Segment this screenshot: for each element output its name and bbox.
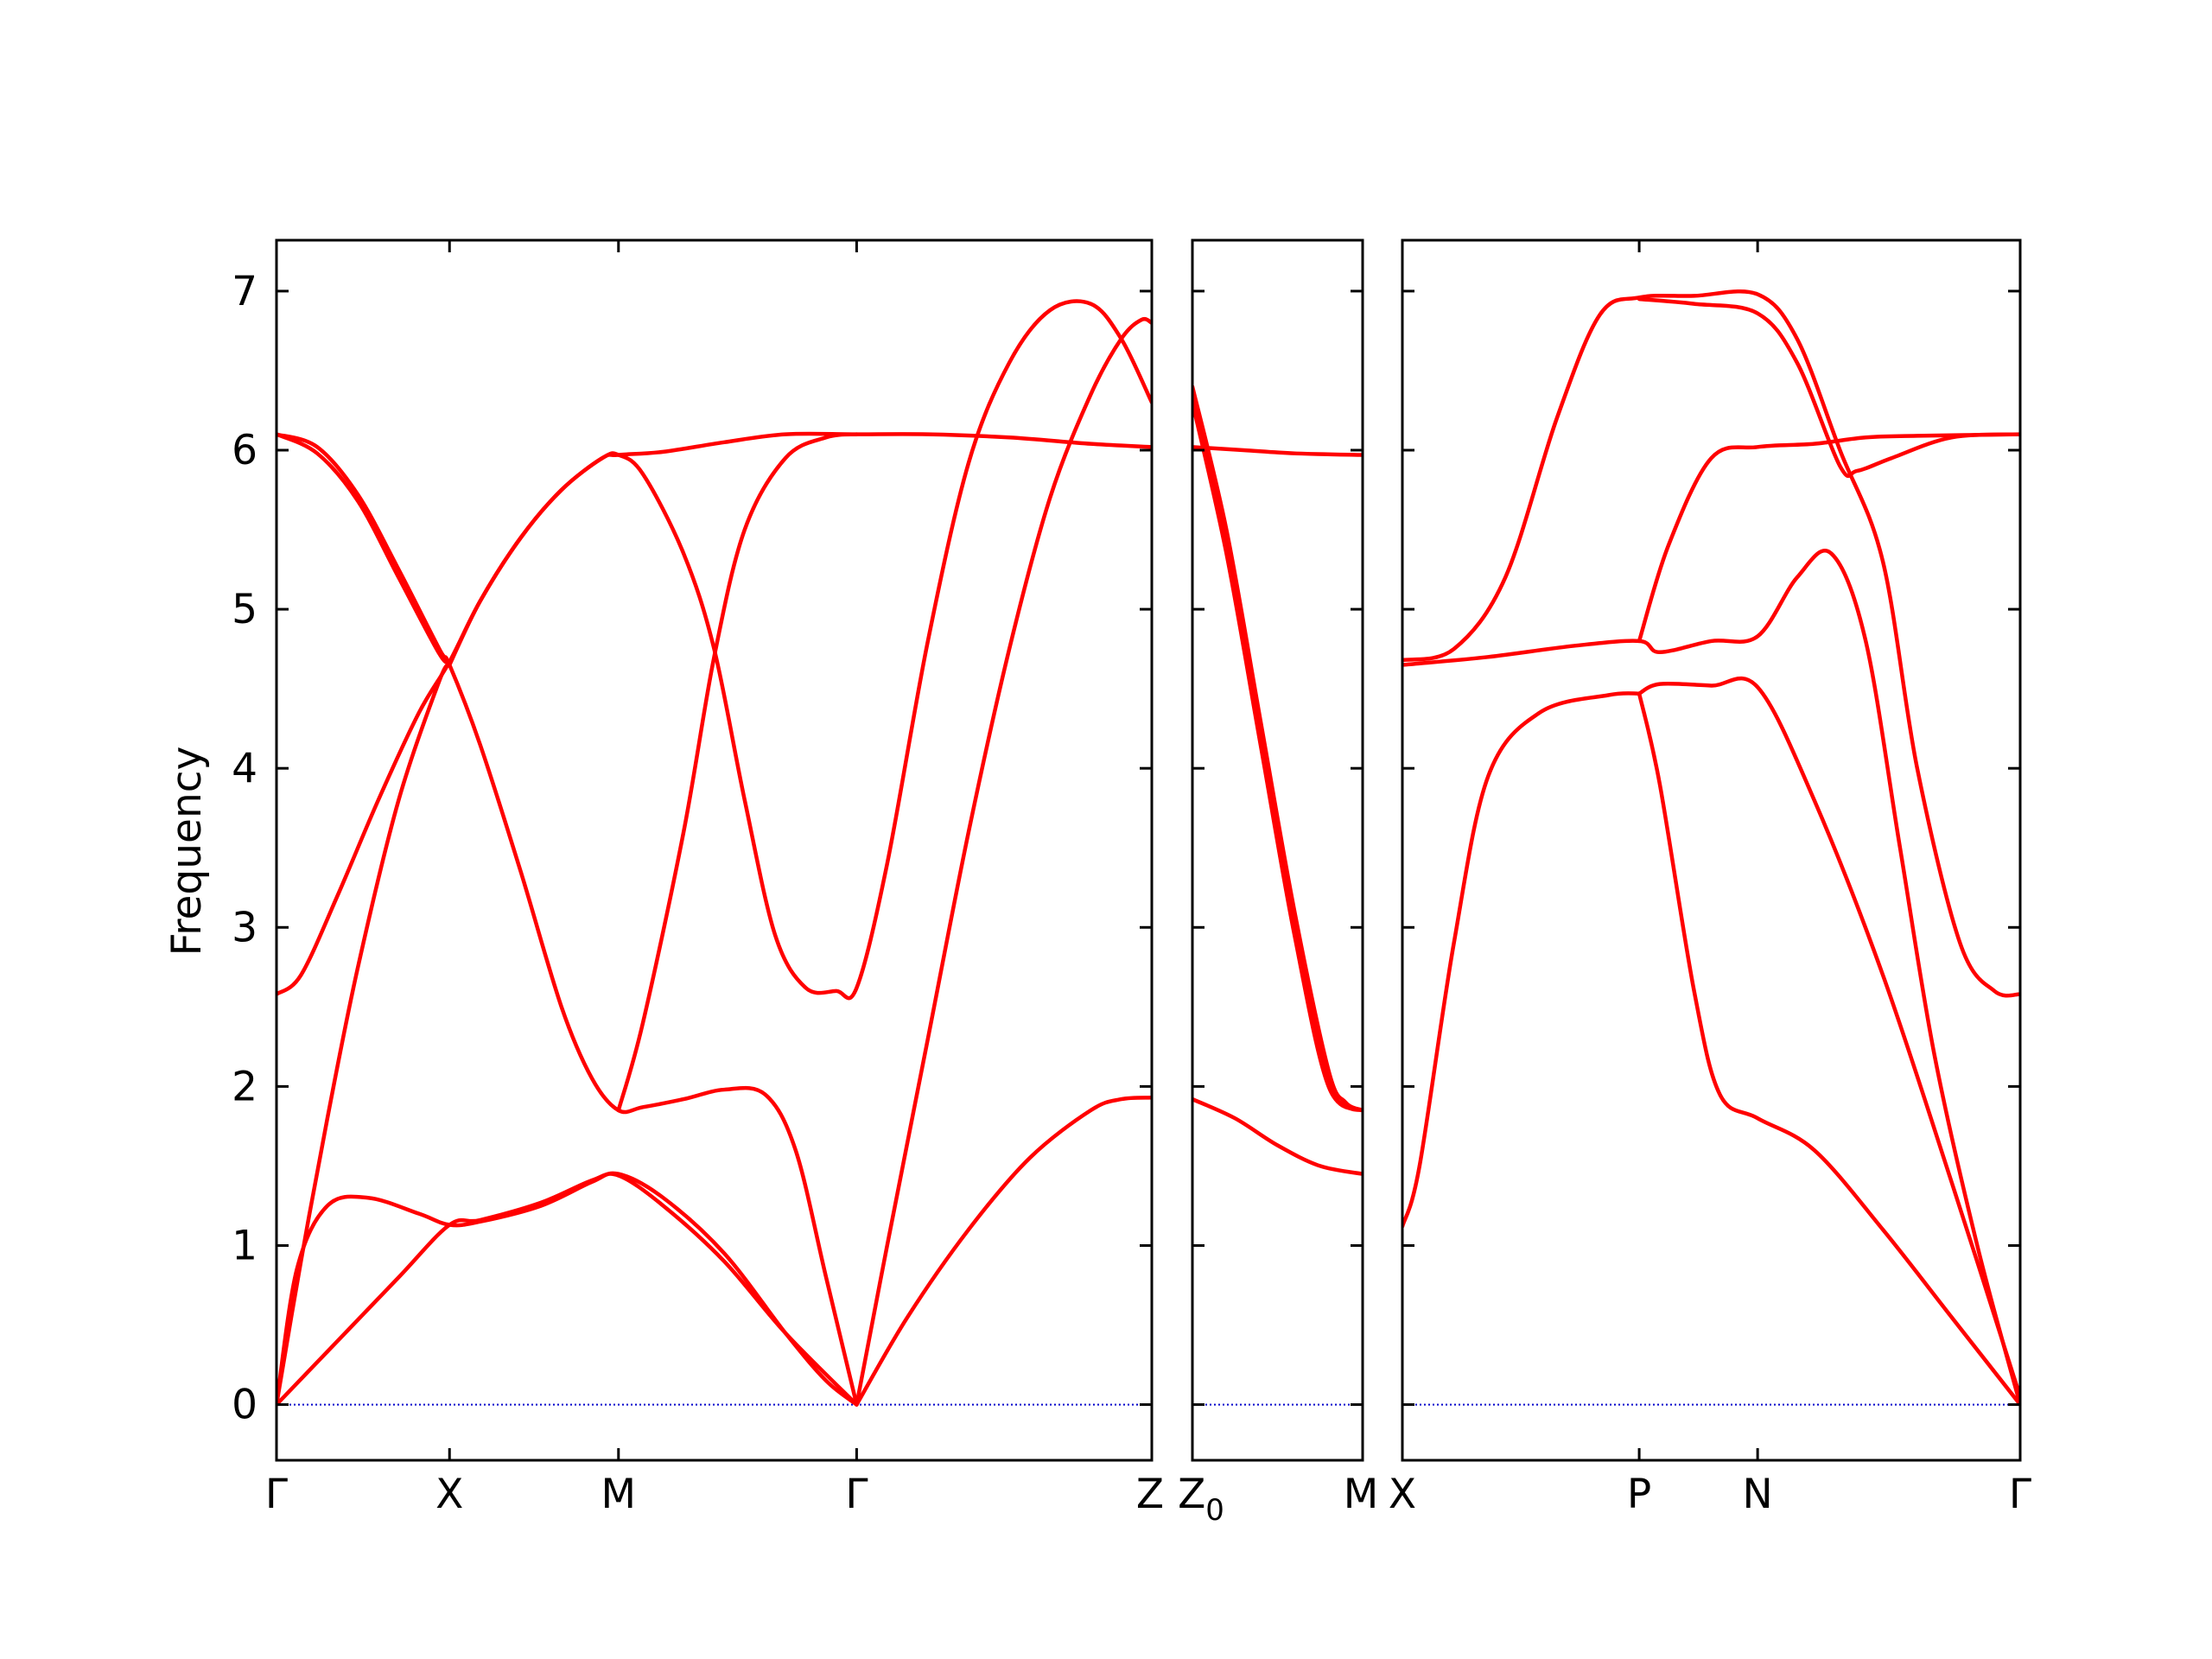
band-line-5 (1402, 691, 1642, 1229)
band-line-7 (1637, 691, 2020, 1407)
band-line-5 (1192, 1096, 1363, 1176)
band-line-4 (1402, 549, 2020, 1407)
band-group (1192, 385, 1363, 1176)
x-tick-label: Z (1136, 1471, 1164, 1518)
x-tick-label: X (1389, 1471, 1416, 1518)
band-group (1402, 289, 2020, 1407)
y-tick-label: 0 (232, 1382, 257, 1429)
band-line-6 (616, 432, 859, 1113)
band-line-8 (276, 1172, 859, 1407)
x-tick-label: Z0 (1178, 1471, 1224, 1528)
x-tick-label: P (1627, 1471, 1651, 1518)
panel-frame (1191, 238, 1364, 1462)
y-axis-label: Frequency (163, 747, 211, 957)
x-tick-label: Γ (2009, 1471, 2031, 1518)
y-tick-label: 1 (232, 1222, 257, 1269)
x-tick-label: Γ (265, 1471, 288, 1518)
y-tick-label: 6 (232, 427, 257, 474)
x-tick-label: Γ (845, 1471, 868, 1518)
band-line-4 (276, 663, 452, 1407)
band-line-4 (1192, 400, 1363, 1113)
y-tick-label: 7 (232, 268, 257, 315)
band-line-3 (276, 432, 452, 664)
band-line-1 (1402, 289, 2020, 998)
band-line-3 (1192, 392, 1363, 1113)
band-line-6 (1637, 676, 2020, 1399)
band-line-5 (447, 299, 1152, 1001)
y-tick-label: 2 (232, 1063, 257, 1110)
band-group (276, 299, 1152, 1407)
band-line-2 (1192, 385, 1363, 1113)
panel-frame (1401, 238, 2022, 1462)
band-line-2 (1637, 296, 2020, 478)
x-tick-label: X (435, 1471, 463, 1518)
x-tick-label: M (1344, 1471, 1379, 1518)
x-tick-label: M (601, 1471, 636, 1518)
band-line-1 (1192, 445, 1363, 457)
panel-1: 0 1 2 3 4 5 6 7 Γ X M Γ Z (232, 238, 1164, 1518)
x-tick-label: N (1743, 1471, 1773, 1518)
panel-2: Z0 M (1178, 238, 1379, 1528)
band-line-2 (276, 432, 859, 1407)
panel-frame (275, 238, 1154, 1462)
band-line-1 (276, 431, 1152, 996)
y-tick-label: 5 (232, 586, 257, 633)
band-line-3 (1637, 432, 2020, 644)
y-tick-label: 4 (232, 745, 257, 792)
band-line-9 (855, 316, 1152, 1407)
band-line-10 (855, 1096, 1152, 1407)
band-line-7 (276, 1171, 859, 1407)
y-tick-label: 3 (232, 904, 257, 951)
